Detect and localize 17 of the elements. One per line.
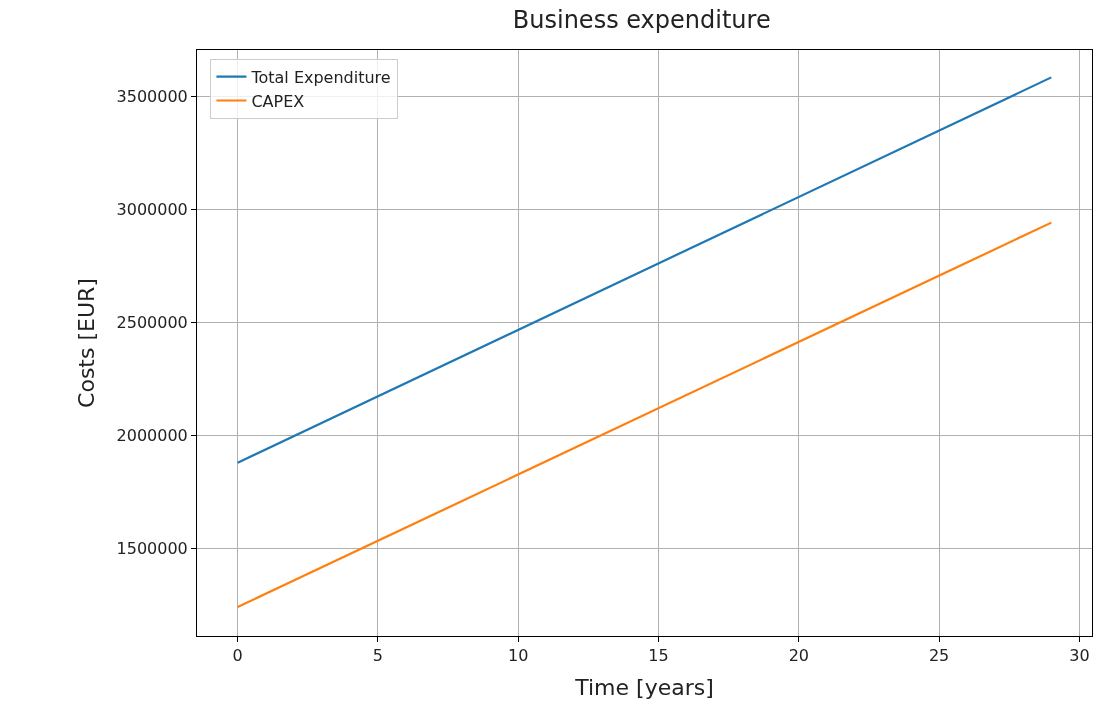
y-tick-label: 2500000: [116, 313, 188, 333]
legend-label: CAPEX: [251, 91, 305, 111]
x-tick-label: 25: [928, 646, 950, 666]
x-tick-label: 30: [1069, 646, 1090, 666]
y-tick-label: 2000000: [116, 426, 188, 446]
y-tick-label: 1500000: [116, 539, 188, 559]
legend-label: Total Expenditure: [250, 67, 391, 87]
y-axis-title: Costs [EUR]: [74, 278, 100, 408]
x-tick-label: 10: [508, 646, 529, 666]
x-axis-title: Time [years]: [574, 675, 714, 701]
y-tick-label: 3500000: [116, 86, 188, 106]
x-tick-label: 15: [648, 646, 669, 666]
x-tick-label: 5: [372, 646, 384, 666]
chart-title: Business expenditure: [512, 5, 771, 34]
x-tick-label: 0: [232, 646, 243, 666]
x-tick-label: 20: [788, 646, 809, 666]
y-tick-label: 3000000: [116, 200, 188, 220]
